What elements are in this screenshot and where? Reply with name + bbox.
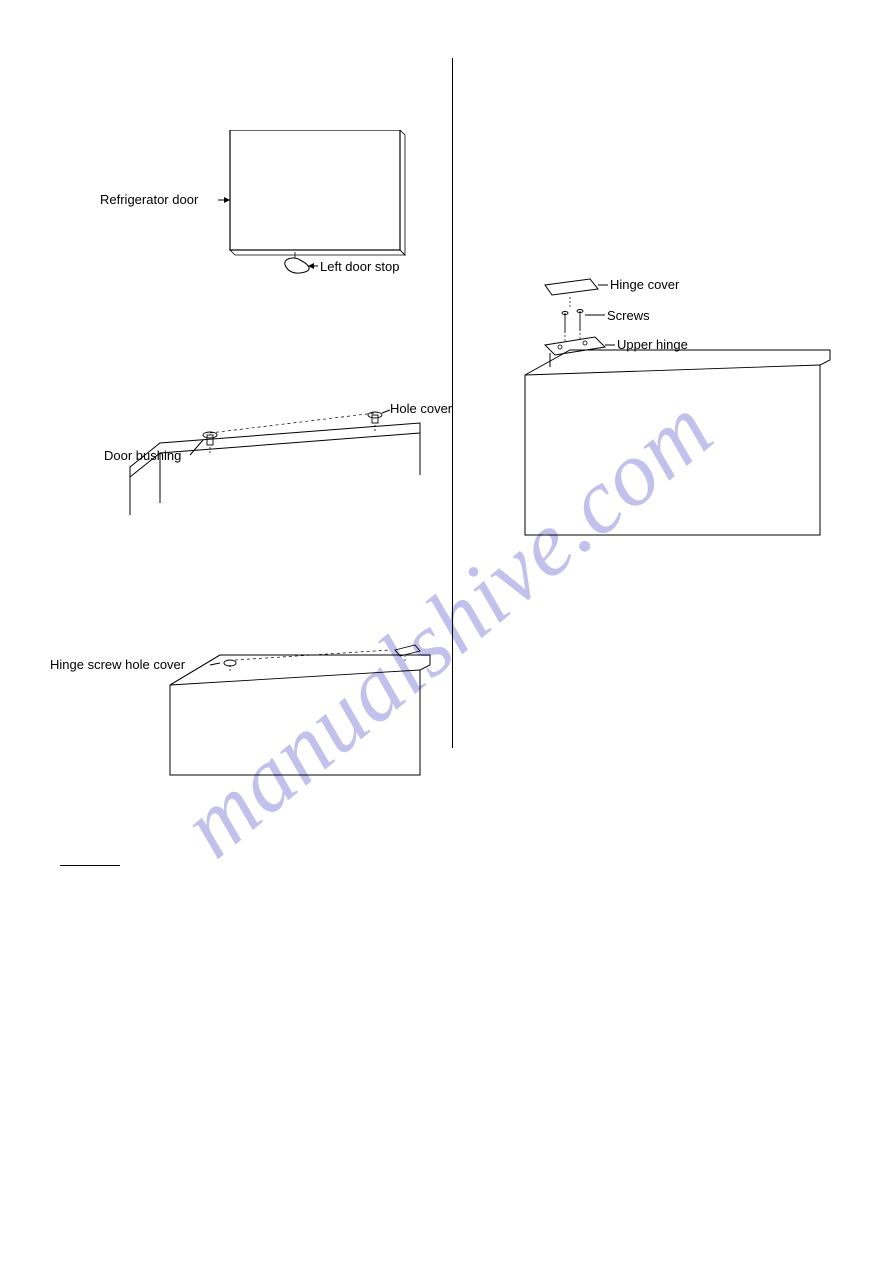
figure-upper-hinge: Hinge cover Screws Upper hinge — [470, 265, 850, 545]
figure-door-bushing: Hole cover Door bushing — [90, 375, 430, 525]
label-hinge-cover: Hinge cover — [610, 277, 679, 292]
label-refrigerator-door: Refrigerator door — [100, 192, 198, 207]
label-left-door-stop: Left door stop — [320, 259, 400, 274]
label-screws: Screws — [607, 308, 650, 323]
figure-refrigerator-door: Refrigerator door Left door stop — [100, 130, 420, 290]
label-hole-cover: Hole cover — [390, 401, 452, 416]
short-rule — [60, 865, 120, 866]
label-hinge-screw-hole-cover: Hinge screw hole cover — [50, 657, 185, 672]
label-door-bushing: Door bushing — [104, 448, 181, 463]
figure-hinge-hole-cover: Hinge screw hole cover — [70, 615, 440, 785]
column-divider — [452, 58, 453, 748]
label-upper-hinge: Upper hinge — [617, 337, 688, 352]
